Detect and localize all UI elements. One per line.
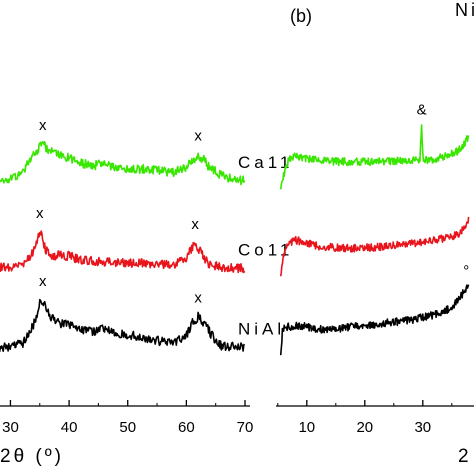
series-line-nial [0,298,246,353]
x-tick-label: 20 [356,419,373,436]
x-axis-label: 2θ (º) [0,446,64,467]
peak-marker: & [417,102,427,119]
peak-marker: x [194,290,202,307]
x-tick-label: 70 [237,419,254,436]
series-line-ca11 [0,141,246,186]
x-tick-label: 50 [119,419,136,436]
series-label: NiAl [238,319,285,338]
peak-marker: x [39,273,47,290]
panel-title: (b) [290,6,312,26]
x-tick-label: 30 [2,419,19,436]
series-line-panel-right-2 [279,124,470,190]
series-label: Co11 [238,240,293,259]
peak-marker: x [194,127,202,144]
x-tick-label: 60 [178,419,195,436]
peak-marker: x [39,117,47,134]
right-panel: 10 20 30 2 (b) Ni ° & [276,0,474,467]
x-tick-label: 10 [298,419,315,436]
peak-marker: ° [463,262,469,279]
x-axis-label: 2 [458,446,469,467]
series-line-panel-right-0 [279,284,470,356]
series-label: Ca11 [238,153,293,172]
peak-marker: x [191,216,199,233]
x-tick-label: 40 [61,419,78,436]
x-tick-label: 30 [414,419,431,436]
panel-header-text: Ni [455,0,474,20]
series-line-co11 [0,230,246,274]
series-line-panel-right-1 [279,216,470,277]
peak-marker: x [36,205,44,222]
